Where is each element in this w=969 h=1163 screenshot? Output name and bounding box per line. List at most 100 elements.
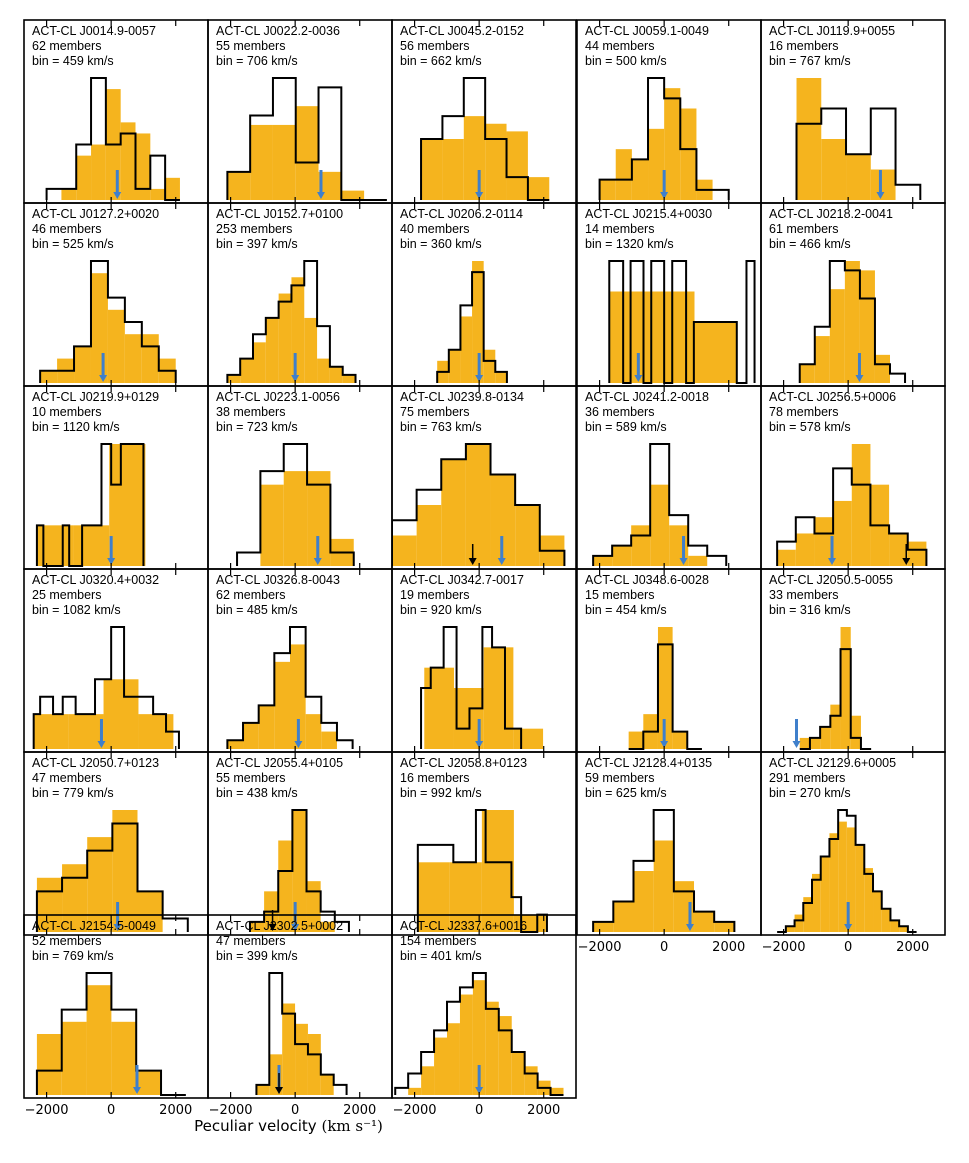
filled-bar xyxy=(612,545,632,566)
tick-label: −2000 xyxy=(393,1103,437,1118)
blue-arrow xyxy=(99,353,108,382)
filled-bar xyxy=(498,1016,512,1095)
filled-bar xyxy=(846,827,856,932)
panel-bin-width: bin = 525 km/s xyxy=(32,237,114,251)
filled-bar xyxy=(465,444,491,566)
filled-bar xyxy=(821,139,847,200)
panel-bin-width: bin = 920 km/s xyxy=(400,603,482,617)
panel-bin-width: bin = 578 km/s xyxy=(769,420,851,434)
tick-label: 0 xyxy=(475,1103,483,1118)
panel-members: 46 members xyxy=(32,222,101,236)
outline-histogram xyxy=(45,77,180,201)
panel-members: 16 members xyxy=(769,39,838,53)
filled-bar xyxy=(258,705,275,749)
filled-bar xyxy=(249,921,265,932)
panel-plot-area xyxy=(795,78,922,200)
filled-bar xyxy=(87,837,113,932)
panel-bin-width: bin = 625 km/s xyxy=(585,786,667,800)
filled-bar xyxy=(485,123,507,200)
filled-bar xyxy=(873,891,882,932)
filled-bar xyxy=(321,731,337,749)
filled-bar xyxy=(515,505,540,566)
filled-bar xyxy=(278,293,292,383)
blue-arrow xyxy=(660,170,669,199)
tick-label: 2000 xyxy=(712,940,745,955)
panel-plot-area xyxy=(35,972,186,1096)
blue-arrow xyxy=(792,719,801,748)
filled-bar xyxy=(688,555,708,566)
arrow-head xyxy=(497,558,506,565)
filled-bar xyxy=(150,188,166,200)
arrow-head xyxy=(268,924,277,931)
filled-bar xyxy=(907,541,927,566)
filled-bar xyxy=(648,128,665,200)
panel-plot-area xyxy=(598,77,730,200)
panel-title: ACT-CL J0348.6-0028 xyxy=(585,573,709,587)
filled-bar xyxy=(36,1034,62,1095)
panel-title: ACT-CL J0223.1-0056 xyxy=(216,390,340,404)
filled-bar xyxy=(593,921,614,932)
arrow-head xyxy=(313,558,322,565)
panel-bin-width: bin = 1082 km/s xyxy=(32,603,121,617)
arrow-head xyxy=(902,558,911,565)
panel-bin-width: bin = 767 km/s xyxy=(769,54,851,68)
blue-arrow xyxy=(685,902,694,931)
blue-arrow xyxy=(294,719,303,748)
panel-bin-width: bin = 401 km/s xyxy=(400,949,482,963)
outline-histogram xyxy=(628,643,702,750)
panel-title: ACT-CL J0045.2-0152 xyxy=(400,24,524,38)
filled-bar xyxy=(307,471,331,566)
blue-arrow xyxy=(855,353,864,382)
blue-arrow xyxy=(876,170,885,199)
filled-bar xyxy=(135,133,151,200)
panel-members: 55 members xyxy=(216,771,285,785)
panel-bin-width: bin = 459 km/s xyxy=(32,54,114,68)
blue-arrow xyxy=(291,902,300,931)
outline-histogram xyxy=(226,260,357,383)
arrow-head xyxy=(475,192,484,199)
panel-members: 25 members xyxy=(32,588,101,602)
panel-title: ACT-CL J0218.2-0041 xyxy=(769,207,893,221)
x-axis-label-text: Peculiar velocity xyxy=(194,1117,317,1135)
panel-members: 47 members xyxy=(216,934,285,948)
outline-histogram xyxy=(255,972,348,1095)
panel-title: ACT-CL J0059.1-0049 xyxy=(585,24,709,38)
filled-bar xyxy=(664,88,681,200)
filled-bar xyxy=(527,177,550,200)
outline-histogram xyxy=(226,77,387,201)
filled-bar xyxy=(840,627,851,749)
outline-histogram xyxy=(592,809,736,932)
panel-frame xyxy=(391,751,577,936)
filled-bar xyxy=(33,714,69,749)
filled-bar xyxy=(90,273,108,383)
panel-plot-area xyxy=(226,626,354,749)
filled-bar xyxy=(599,179,616,200)
blue-arrow xyxy=(497,536,506,565)
filled-bar xyxy=(291,277,305,383)
panel-plot-area xyxy=(39,260,177,383)
filled-bar xyxy=(448,349,461,383)
filled-bar xyxy=(851,444,871,566)
filled-bar xyxy=(408,1087,422,1095)
panel-members: 154 members xyxy=(400,934,476,948)
panel-title: ACT-CL J2058.8+0123 xyxy=(400,756,527,770)
panel-bin-width: bin = 779 km/s xyxy=(32,786,114,800)
panel-bin-width: bin = 662 km/s xyxy=(400,54,482,68)
filled-bar xyxy=(165,177,180,200)
filled-bar xyxy=(424,667,454,749)
panel-bin-width: bin = 397 km/s xyxy=(216,237,298,251)
black-arrow xyxy=(275,1073,284,1094)
panel-plot-area xyxy=(45,77,180,201)
panel-bin-width: bin = 706 km/s xyxy=(216,54,298,68)
outline-histogram xyxy=(32,626,180,749)
filled-bar xyxy=(874,354,890,383)
panel-plot-area xyxy=(777,809,917,933)
panel-members: 59 members xyxy=(585,771,654,785)
panel-title: ACT-CL J2154.5-0049 xyxy=(32,919,156,933)
filled-bar xyxy=(136,1070,162,1095)
